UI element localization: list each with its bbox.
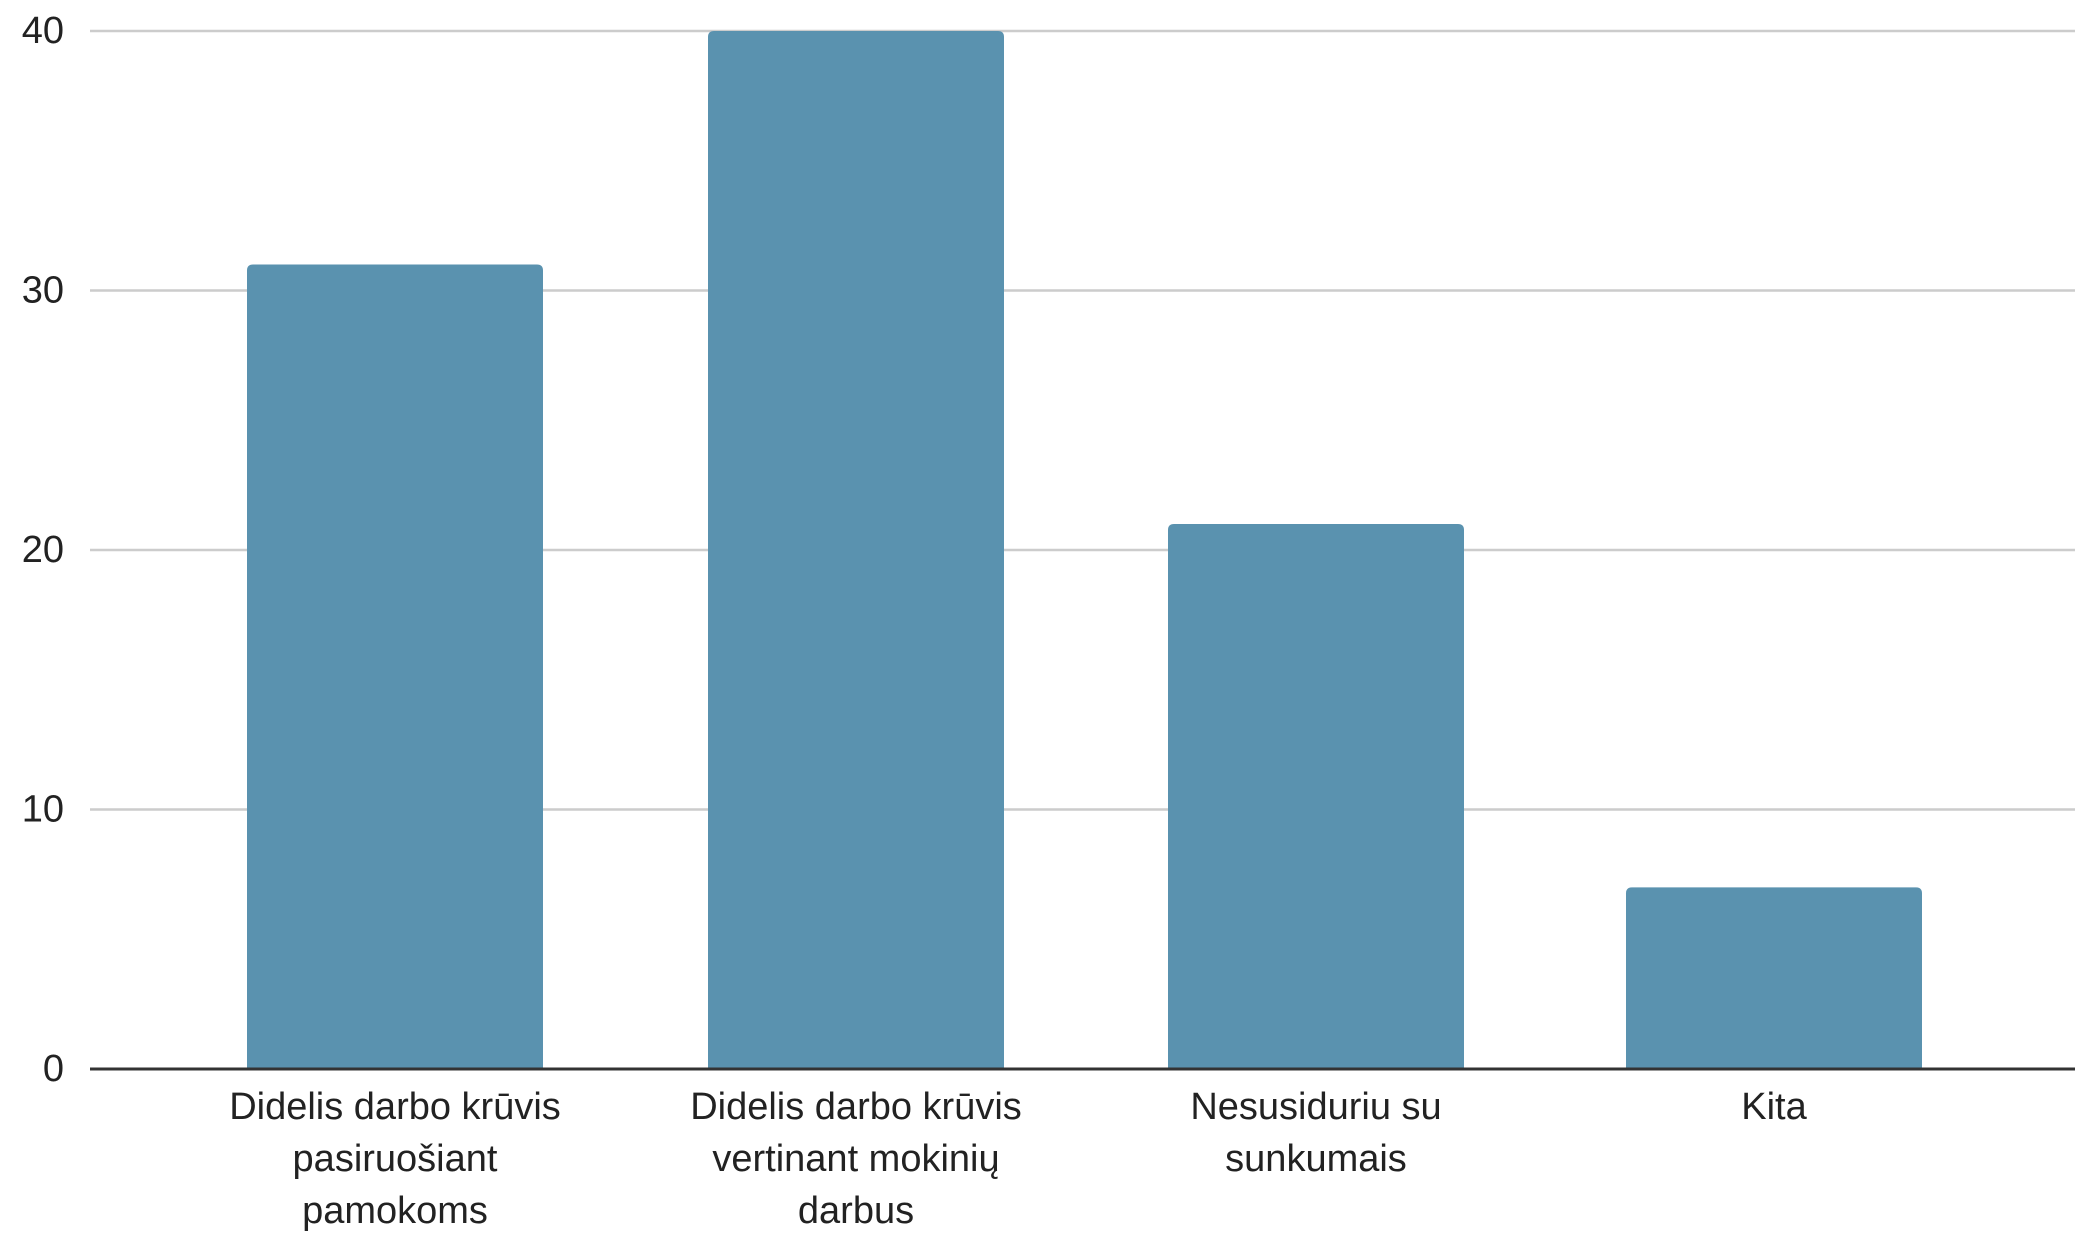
bar-1: [247, 264, 543, 1069]
x-category-label-3: Nesusiduriu su sunkumais: [1190, 1086, 1441, 1180]
x-category-label-line: pamokoms: [302, 1190, 488, 1232]
x-category-label-line: vertinant mokinių: [712, 1138, 999, 1180]
bar-3: [1168, 524, 1464, 1069]
bar-2: [708, 31, 1004, 1069]
y-tick-label-40: 40: [22, 10, 64, 52]
x-axis-labels: Didelis darbo krūvis pasiruošiant pamokoms…: [229, 1086, 1807, 1232]
bar-4: [1626, 887, 1922, 1069]
y-tick-label-0: 0: [43, 1048, 64, 1090]
bars: [247, 31, 1922, 1069]
x-category-label-line: pasiruošiant: [293, 1138, 498, 1180]
x-category-label-2: Didelis darbo krūvis vertinant mokinių dar…: [690, 1086, 1022, 1232]
x-category-label-line: sunkumais: [1225, 1138, 1407, 1180]
x-category-label-1: Didelis darbo krūvis pasiruošiant pamokoms: [229, 1086, 561, 1232]
y-axis-ticks: 0 10 20 30 40: [22, 10, 64, 1090]
x-category-label-line: Nesusiduriu su: [1190, 1086, 1441, 1128]
y-tick-label-30: 30: [22, 270, 64, 312]
y-tick-label-20: 20: [22, 529, 64, 571]
x-category-label-line: darbus: [798, 1190, 914, 1232]
x-category-label-line: Didelis darbo krūvis: [690, 1086, 1022, 1128]
y-tick-label-10: 10: [22, 789, 64, 831]
x-category-label-line: Kita: [1741, 1086, 1807, 1128]
x-category-label-4: Kita: [1741, 1086, 1807, 1128]
x-category-label-line: Didelis darbo krūvis: [229, 1086, 561, 1128]
